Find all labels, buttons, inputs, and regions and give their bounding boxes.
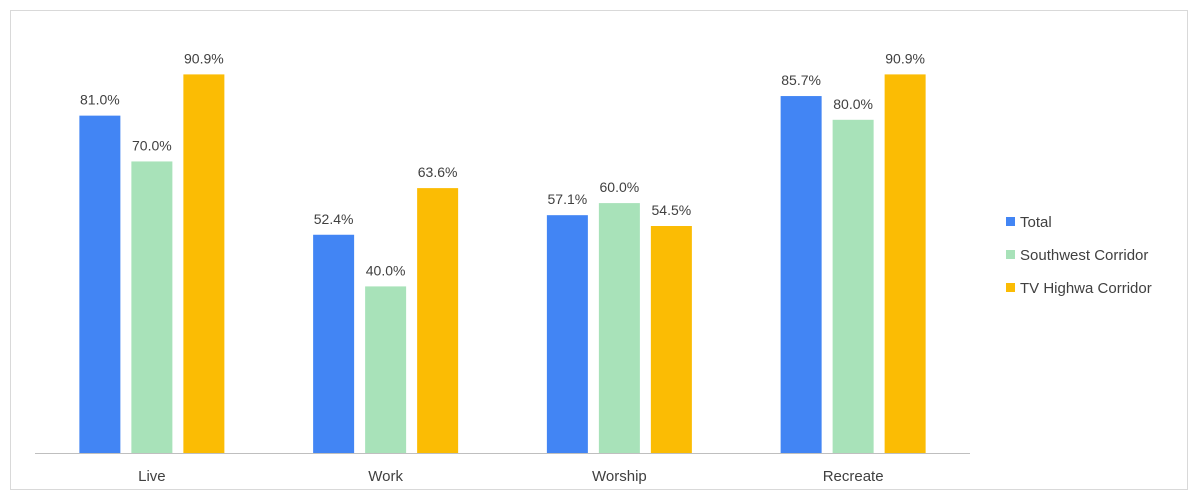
value-label-live-series-0: 81.0%	[80, 92, 120, 108]
bar-work-series-2	[417, 188, 459, 453]
bar-live-series-1	[131, 161, 173, 453]
bar-recreate-series-2	[884, 74, 926, 454]
category-label-work: Work	[368, 468, 403, 485]
category-labels-group: Live Work Worship Recreate	[138, 468, 883, 485]
legend-swatch-series-2	[1006, 283, 1015, 292]
bar-worship-series-0	[546, 215, 588, 453]
legend-swatch-series-0	[1006, 217, 1015, 226]
value-label-live-series-2: 90.9%	[184, 50, 224, 66]
legend-label-series-0: Total	[1020, 214, 1052, 231]
value-label-live-series-1: 70.0%	[132, 137, 172, 153]
value-label-recreate-series-1: 80.0%	[833, 96, 873, 112]
category-label-worship: Worship	[592, 468, 647, 485]
bar-recreate-series-0	[780, 96, 822, 453]
value-label-work-series-2: 63.6%	[418, 164, 458, 180]
legend-label-series-1: Southwest Corridor	[1020, 247, 1148, 264]
bar-work-series-1	[365, 286, 407, 453]
legend-swatch-series-1	[1006, 250, 1015, 259]
bar-recreate-series-1	[832, 119, 874, 454]
bar-live-series-2	[183, 74, 225, 454]
value-label-work-series-0: 52.4%	[314, 211, 354, 227]
bar-worship-series-2	[650, 226, 692, 453]
value-label-recreate-series-0: 85.7%	[781, 72, 821, 88]
legend: Total Southwest Corridor TV Highwa Corrido…	[1006, 214, 1152, 297]
bar-worship-series-1	[598, 203, 640, 453]
value-label-worship-series-2: 54.5%	[652, 202, 692, 218]
bar-live-series-0	[79, 115, 121, 453]
category-label-recreate: Recreate	[823, 468, 884, 485]
value-labels-group: 81.0% 70.0% 90.9% 52.4% 40.0% 63.6% 57.1% 60.0%…	[80, 50, 925, 278]
value-label-worship-series-1: 60.0%	[600, 179, 640, 195]
bar-work-series-0	[313, 234, 355, 453]
value-label-work-series-1: 40.0%	[366, 262, 406, 278]
category-label-live: Live	[138, 468, 166, 485]
value-label-recreate-series-2: 90.9%	[885, 50, 925, 66]
bars-group	[79, 74, 926, 454]
value-label-worship-series-0: 57.1%	[548, 191, 588, 207]
legend-label-series-2: TV Highwa Corridor	[1020, 280, 1152, 297]
